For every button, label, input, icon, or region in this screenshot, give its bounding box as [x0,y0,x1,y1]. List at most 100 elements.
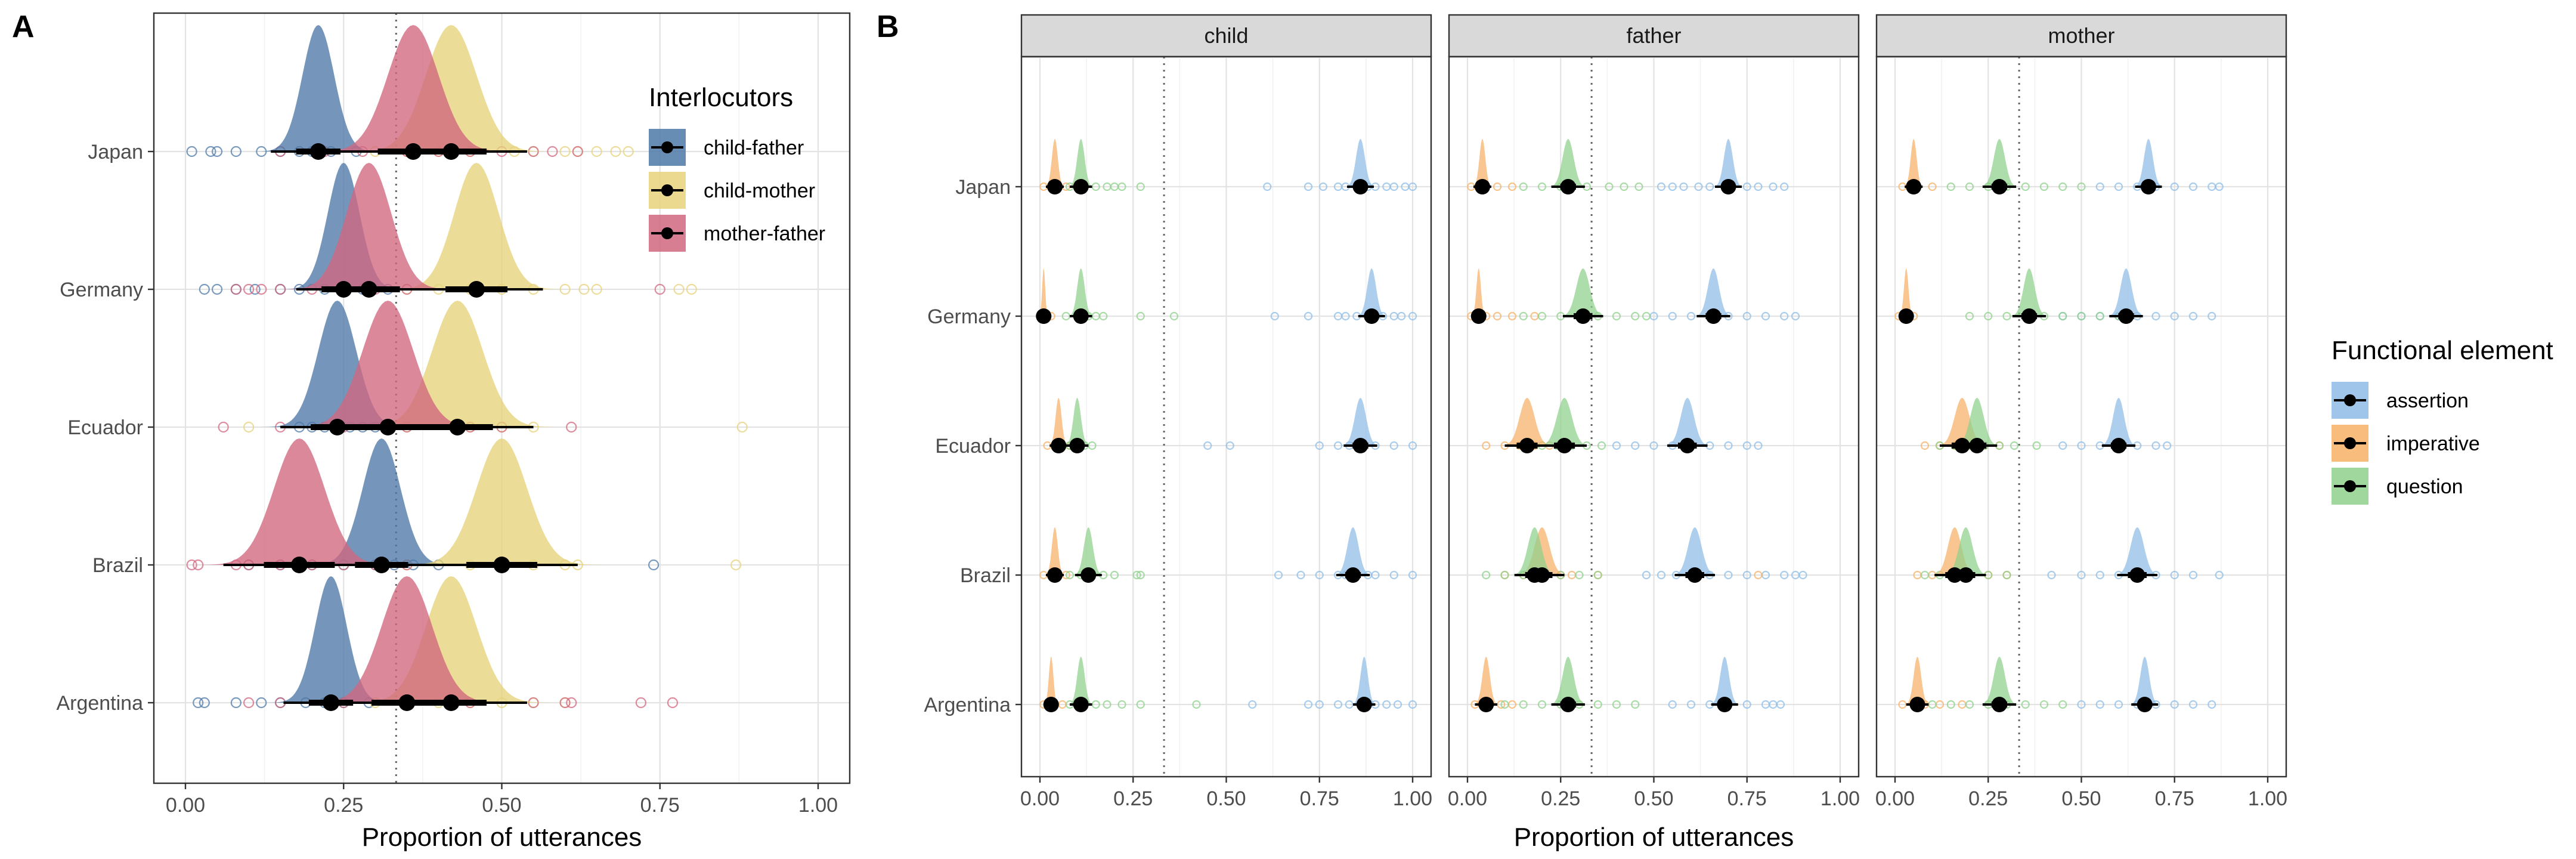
panel-label-a: A [12,10,35,44]
point-mother-father-japan [572,146,583,157]
estimate-question-ecuador [1069,438,1085,453]
y-tick-label-japan: Japan [955,176,1011,199]
point-assertion-argentina [1333,700,1343,709]
point-question-argentina [1500,700,1509,709]
point-assertion-germany [1742,311,1751,321]
point-child-father-japan [230,146,242,157]
x-tick-label: 0.75 [1727,787,1767,810]
point-question-argentina [1593,700,1602,709]
point-assertion-ecuador [1203,441,1212,450]
point-question-brazil [1136,570,1145,580]
x-tick-label: 1.00 [2248,787,2287,810]
point-question-argentina [1631,700,1640,709]
point-assertion-germany [1397,311,1406,321]
estimate-question-japan [1560,179,1576,194]
point-assertion-brazil [1798,570,1807,580]
legend-label-imperative: imperative [2386,432,2480,455]
point-question-argentina [1946,700,1955,709]
point-assertion-japan [2215,182,2224,191]
point-mother-father-ecuador [566,421,577,433]
y-tick-label-ecuador: Ecuador [67,416,143,439]
density-question-germany [2007,268,2052,316]
density-question-argentina [1977,657,2022,704]
x-tick-label: 0.50 [1634,787,1673,810]
point-child-father-japan [205,146,216,157]
point-assertion-japan [1657,182,1666,191]
point-assertion-japan [1263,182,1272,191]
estimate-assertion-japan [2141,179,2156,194]
estimate-imperative-japan [1047,179,1063,194]
density-assertion-brazil [2110,527,2165,575]
x-tick-label: 0.75 [1300,787,1339,810]
point-child-father-argentina [230,697,242,709]
point-imperative-germany [1507,311,1517,321]
y-tick-label-germany: Germany [927,305,1011,328]
point-imperative-ecuador [1482,441,1491,450]
density-child-father-argentina [267,576,395,703]
point-assertion-germany [1668,311,1677,321]
point-assertion-argentina [1304,700,1313,709]
estimate-assertion-japan [1720,179,1736,194]
estimate-imperative-argentina [1909,697,1925,712]
estimate-question-ecuador [1556,438,1572,453]
point-question-germany [2058,311,2067,321]
point-assertion-japan [1754,182,1763,191]
point-assertion-japan [1694,182,1703,191]
estimate-imperative-germany [1470,308,1487,324]
legend-key-mother-father [649,215,686,252]
density-assertion-japan [1342,139,1379,187]
point-assertion-brazil [2077,570,2086,580]
point-mother-father-brazil [186,559,197,571]
point-question-germany [1965,311,1974,321]
legend-key-assertion [2332,382,2368,419]
x-tick-label: 0.00 [1020,787,1060,810]
point-assertion-ecuador [2058,441,2067,450]
point-child-mother-japan [591,146,602,157]
density-question-argentina [1546,657,1591,704]
estimate-child-mother-brazil [493,557,510,573]
point-question-germany [1631,311,1640,321]
estimate-mother-father-germany [360,281,377,298]
y-tick-label-argentina: Argentina [924,694,1011,716]
point-assertion-japan [2114,182,2123,191]
point-assertion-argentina [2188,700,2198,709]
legend-label-mother-father: mother-father [704,223,825,245]
density-assertion-ecuador [2096,398,2141,446]
y-tick-label-ecuador: Ecuador [935,435,1011,458]
x-tick-label: 0.00 [1875,787,1915,810]
point-assertion-japan [1668,182,1677,191]
point-question-brazil [2002,570,2011,580]
legend-dot [661,141,673,153]
point-assertion-argentina [1776,700,1785,709]
density-assertion-argentina [1349,657,1379,704]
estimate-question-germany [2021,308,2037,324]
x-tick-label: 0.00 [166,794,205,817]
estimate-assertion-ecuador [1679,438,1695,453]
point-assertion-argentina [1248,700,1257,709]
y-tick-label-japan: Japan [88,141,143,163]
density-question-argentina [1066,657,1096,704]
density-question-japan [1546,139,1591,187]
legend-dot [2344,394,2356,406]
density-child-mother-japan [349,25,553,152]
density-assertion-germany [1354,268,1390,316]
density-question-ecuador [1534,398,1594,446]
estimate-child-father-brazil [373,557,390,573]
facet-strip-label: child [1204,23,1248,48]
point-question-ecuador [1597,441,1606,450]
point-assertion-argentina [2170,700,2179,709]
point-question-brazil [1920,570,1930,580]
legend-functional-element: Functional element assertion imperative que… [2332,336,2553,505]
point-assertion-brazil [1642,570,1651,580]
point-assertion-brazil [1408,570,1417,580]
density-question-germany [1066,268,1096,316]
point-question-argentina [1612,700,1621,709]
point-mother-father-germany [243,283,255,295]
point-mother-father-germany [256,283,267,295]
point-child-mother-brazil [730,559,742,571]
legend-label-child-father: child-father [704,137,804,159]
density-assertion-brazil [1668,527,1722,575]
point-question-argentina [1117,700,1126,709]
point-question-japan [1965,182,1974,191]
point-child-mother-germany [673,283,685,295]
